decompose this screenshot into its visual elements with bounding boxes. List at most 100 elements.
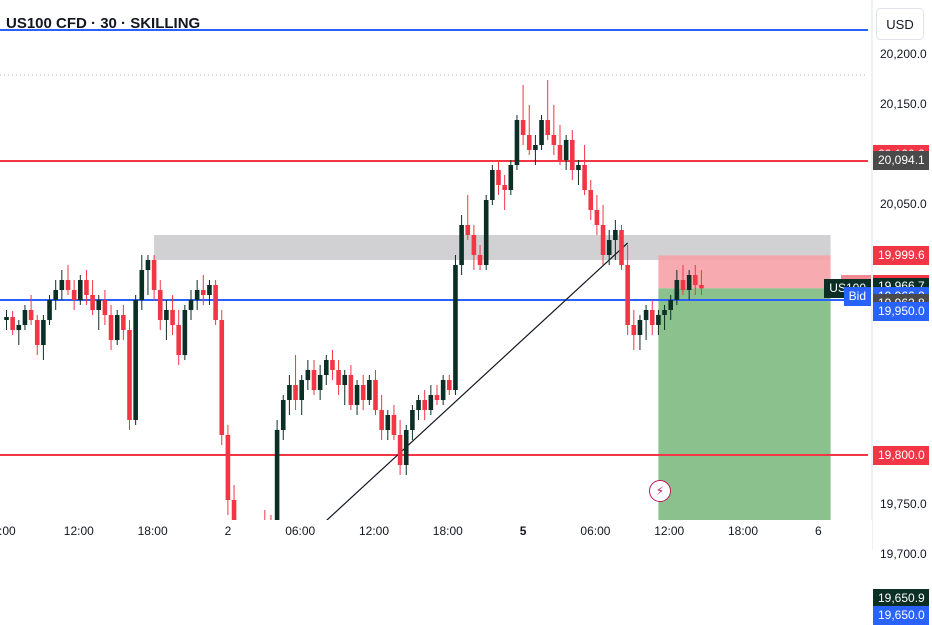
candle-body bbox=[379, 410, 384, 430]
candle-body bbox=[317, 375, 323, 390]
candle bbox=[65, 265, 71, 295]
candle-body bbox=[465, 225, 471, 235]
candle bbox=[157, 280, 163, 330]
candle bbox=[447, 375, 452, 395]
candle-body bbox=[274, 430, 280, 550]
candle bbox=[582, 145, 587, 195]
candle bbox=[96, 295, 102, 330]
candle-body bbox=[102, 300, 108, 315]
candle-body bbox=[514, 120, 520, 165]
candle bbox=[631, 310, 637, 350]
candle-body bbox=[594, 210, 600, 225]
candle bbox=[176, 310, 181, 365]
candle bbox=[139, 255, 145, 310]
candle bbox=[170, 295, 175, 335]
candle bbox=[293, 355, 298, 410]
candle-body bbox=[293, 385, 298, 400]
price-chart[interactable] bbox=[0, 0, 932, 550]
candle bbox=[108, 305, 114, 350]
candle bbox=[348, 365, 354, 410]
candle-body bbox=[133, 300, 138, 420]
candle bbox=[201, 275, 206, 305]
currency-button[interactable]: USD bbox=[876, 8, 924, 40]
candle-body bbox=[90, 295, 95, 310]
take-profit-zone bbox=[658, 288, 831, 550]
candle bbox=[643, 305, 649, 340]
candle bbox=[151, 255, 157, 300]
candle bbox=[440, 375, 446, 405]
candle-body bbox=[330, 360, 335, 370]
candle-body bbox=[576, 165, 581, 170]
candle-body bbox=[428, 395, 434, 410]
candle-body bbox=[53, 290, 58, 300]
candle-body bbox=[213, 285, 218, 320]
candle bbox=[496, 160, 501, 195]
candle-body bbox=[606, 240, 612, 255]
candle bbox=[305, 360, 311, 390]
chart-title: US100 CFD · 30 · SKILLING bbox=[6, 15, 201, 32]
candle-body bbox=[28, 310, 34, 320]
time-tick-label: 06:00 bbox=[580, 524, 611, 538]
price-tick-label: 20,200.0 bbox=[880, 47, 927, 61]
candle bbox=[385, 410, 391, 440]
candle-body bbox=[4, 317, 9, 320]
candle bbox=[213, 280, 218, 325]
candle bbox=[360, 375, 366, 410]
candle bbox=[287, 375, 292, 415]
candle-body bbox=[10, 317, 15, 330]
candle bbox=[379, 395, 384, 440]
candle-body bbox=[108, 315, 114, 340]
side-label-bid: Bid bbox=[843, 287, 871, 306]
candle bbox=[34, 315, 40, 355]
candle-body bbox=[440, 380, 446, 400]
price-tick-label: 19,750.0 bbox=[880, 497, 927, 511]
candle-body bbox=[680, 280, 686, 290]
candle bbox=[619, 225, 624, 270]
candle bbox=[280, 395, 286, 440]
time-tick-label: :00 bbox=[0, 524, 16, 538]
candle-body bbox=[385, 415, 391, 430]
candle-body bbox=[582, 165, 587, 190]
time-tick-label: 18:00 bbox=[432, 524, 463, 538]
candle-body bbox=[41, 320, 46, 345]
candle-body bbox=[299, 380, 304, 400]
candle bbox=[416, 395, 421, 420]
candle-body bbox=[348, 375, 354, 405]
candle-body bbox=[496, 170, 501, 185]
candle-body bbox=[305, 370, 311, 380]
candle-body bbox=[391, 415, 397, 435]
candle bbox=[508, 160, 514, 195]
candle-body bbox=[502, 185, 507, 190]
candle bbox=[594, 195, 600, 235]
candle-body bbox=[422, 400, 427, 410]
candle-body bbox=[373, 380, 378, 410]
tag-19950: 19,950.0 bbox=[873, 301, 929, 321]
candle bbox=[526, 105, 532, 155]
candle bbox=[403, 425, 409, 475]
candle bbox=[680, 265, 686, 295]
candle bbox=[471, 225, 477, 270]
time-tick-label: 6 bbox=[815, 524, 822, 538]
candle-body bbox=[311, 370, 317, 390]
candle-body bbox=[324, 360, 329, 375]
candle-body bbox=[526, 135, 532, 150]
time-axis-bg bbox=[0, 520, 872, 550]
candle bbox=[330, 350, 335, 380]
candle-body bbox=[194, 290, 200, 300]
tag-20094: 20,094.1 bbox=[873, 151, 929, 171]
price-tick-label: 20,150.0 bbox=[880, 97, 927, 111]
candle bbox=[686, 270, 692, 300]
candle bbox=[422, 390, 427, 420]
candle-body bbox=[619, 230, 624, 265]
candle bbox=[576, 160, 581, 185]
candle-body bbox=[164, 310, 169, 320]
candle bbox=[114, 310, 120, 345]
candle bbox=[668, 295, 673, 320]
candle-body bbox=[47, 300, 52, 320]
candle bbox=[699, 270, 704, 295]
candle-body bbox=[570, 140, 575, 170]
flash-icon[interactable]: ⚡ bbox=[649, 480, 671, 502]
tag-19999: 19,999.6 bbox=[873, 245, 929, 265]
candle bbox=[483, 195, 489, 270]
candle-body bbox=[693, 275, 698, 285]
